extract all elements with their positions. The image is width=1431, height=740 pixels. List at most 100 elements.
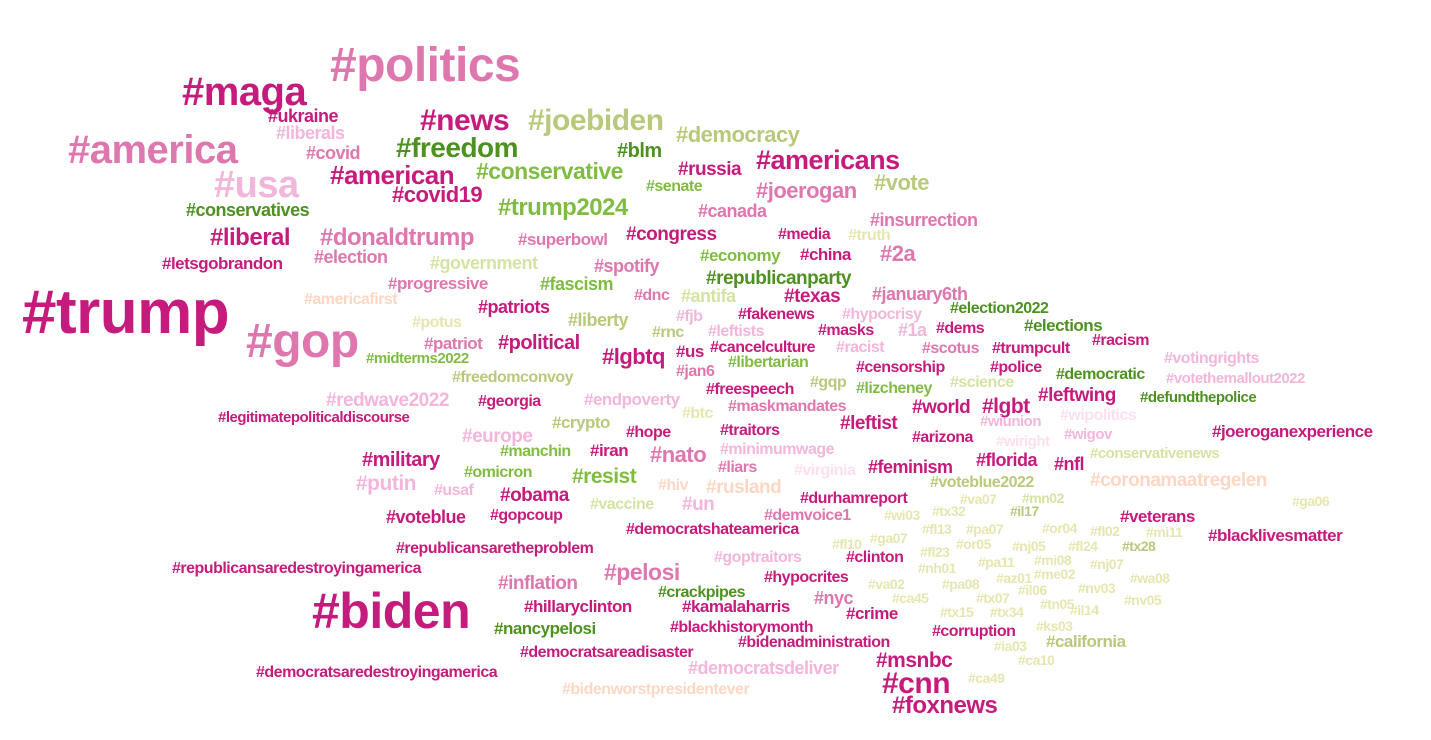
word-joebiden: #joebiden xyxy=(528,104,664,137)
word-russia: #russia xyxy=(678,159,742,180)
word-votethemallout2022: #votethemallout2022 xyxy=(1166,370,1305,387)
word-vote: #vote xyxy=(874,170,929,195)
word-political: #political xyxy=(498,332,580,354)
word-wa08: #wa08 xyxy=(1130,570,1170,586)
word-clinton: #clinton xyxy=(846,549,904,566)
word-antifa: #antifa xyxy=(681,286,736,306)
word-va07: #va07 xyxy=(960,491,997,507)
word-americans: #americans xyxy=(756,145,900,175)
word-nv05: #nv05 xyxy=(1124,592,1162,608)
word-liberty: #liberty xyxy=(568,310,629,330)
word-obama: #obama xyxy=(500,485,569,506)
word-crypto: #crypto xyxy=(552,413,610,432)
word-congress: #congress xyxy=(626,224,717,245)
word-lizcheney: #lizcheney xyxy=(856,380,932,397)
word-trump: #trump xyxy=(22,278,230,347)
word-lgbtq: #lgbtq xyxy=(602,344,666,369)
word-world: #world xyxy=(912,397,971,418)
word-fakenews: #fakenews xyxy=(738,306,815,323)
word-blacklivesmatter: #blacklivesmatter xyxy=(1208,526,1343,545)
word-georgia: #georgia xyxy=(478,393,541,410)
word-ia03: #ia03 xyxy=(994,638,1027,654)
word-government: #government xyxy=(430,253,538,273)
word-nancypelosi: #nancypelosi xyxy=(494,619,596,638)
word-nv03: #nv03 xyxy=(1078,580,1116,596)
word-va02: #va02 xyxy=(868,576,905,592)
word-china: #china xyxy=(800,245,851,264)
word-texas: #texas xyxy=(784,286,841,307)
word-hypocrites: #hypocrites xyxy=(764,569,849,586)
word-virginia: #virginia xyxy=(794,462,856,479)
word-economy: #economy xyxy=(700,246,781,265)
word-ca49: #ca49 xyxy=(968,670,1005,686)
word-traitors: #traitors xyxy=(720,422,780,439)
word-hiv: #hiv xyxy=(658,477,689,494)
word-liberals: #liberals xyxy=(276,123,345,143)
word-media: #media xyxy=(778,226,831,243)
word-conservative: #conservative xyxy=(476,158,623,184)
word-durhamreport: #durhamreport xyxy=(800,490,908,507)
word-omicron: #omicron xyxy=(464,464,533,481)
word-racist: #racist xyxy=(836,339,885,356)
word-nj05: #nj05 xyxy=(1012,538,1046,554)
word-covid19: #covid19 xyxy=(392,182,483,207)
word-wipolitics: #wipolitics xyxy=(1060,407,1137,424)
word-election: #election xyxy=(314,247,388,267)
word-ukraine: #ukraine xyxy=(268,106,339,126)
word-2a: #2a xyxy=(880,241,916,266)
word-pa08: #pa08 xyxy=(942,576,980,592)
word-or05: #or05 xyxy=(956,536,991,552)
word-iran: #iran xyxy=(590,441,629,460)
word-libertarian: #libertarian xyxy=(728,354,809,371)
word-politics: #politics xyxy=(330,39,521,92)
word-veterans: #veterans xyxy=(1120,507,1195,526)
word-usaf: #usaf xyxy=(434,482,474,499)
word-voteblue: #voteblue xyxy=(386,507,466,527)
word-inflation: #inflation xyxy=(498,573,578,594)
word-spotify: #spotify xyxy=(594,256,660,276)
word-goptraitors: #goptraitors xyxy=(714,549,802,566)
word-masks: #masks xyxy=(818,322,874,339)
word-usa: #usa xyxy=(214,164,299,206)
word-january6th: #january6th xyxy=(872,284,968,304)
word-ca10: #ca10 xyxy=(1018,652,1055,668)
word-pelosi: #pelosi xyxy=(604,559,680,585)
word-us: #us xyxy=(676,342,704,361)
word-fl02: #fl02 xyxy=(1090,523,1120,539)
word-democratsaredestroyingamerica: #democratsaredestroyingamerica xyxy=(256,664,498,681)
word-racism: #racism xyxy=(1092,332,1150,349)
word-1a: #1a xyxy=(898,320,927,340)
word-fl10: #fl10 xyxy=(832,536,862,552)
word-mn02: #mn02 xyxy=(1022,490,1064,506)
word-freespeech: #freespeech xyxy=(706,381,794,398)
word-liberal: #liberal xyxy=(210,224,291,251)
word-nh01: #nh01 xyxy=(918,560,956,576)
word-fascism: #fascism xyxy=(540,274,614,294)
word-fjb: #fjb xyxy=(676,308,703,325)
word-leftwing: #leftwing xyxy=(1038,385,1116,406)
word-bidenadministration: #bidenadministration xyxy=(738,634,890,651)
word-elections: #elections xyxy=(1024,316,1103,335)
word-il06: #il06 xyxy=(1018,582,1047,598)
word-nj07: #nj07 xyxy=(1090,556,1124,572)
word-hypocrisy: #hypocrisy xyxy=(842,306,922,323)
word-liars: #liars xyxy=(718,459,757,476)
word-mi11: #mi11 xyxy=(1146,524,1183,540)
word-censorship: #censorship xyxy=(856,359,945,376)
word-gopcoup: #gopcoup xyxy=(490,507,563,524)
word-california: #california xyxy=(1046,632,1126,651)
word-truth: #truth xyxy=(848,227,891,244)
word-maskmandates: #maskmandates xyxy=(728,398,847,415)
word-foxnews: #foxnews xyxy=(892,692,998,719)
word-rusland: #rusland xyxy=(706,477,782,498)
word-ga06: #ga06 xyxy=(1292,493,1330,509)
word-crackpipes: #crackpipes xyxy=(658,584,746,601)
word-mi08: #mi08 xyxy=(1034,552,1072,568)
word-republicansaredestroyingamerica: #republicansaredestroyingamerica xyxy=(172,560,422,577)
word-florida: #florida xyxy=(976,450,1038,470)
word-trumpcult: #trumpcult xyxy=(992,340,1070,357)
word-republicanparty: #republicanparty xyxy=(706,268,852,289)
word-ca45: #ca45 xyxy=(892,590,929,606)
word-manchin: #manchin xyxy=(500,443,571,460)
word-tx28: #tx28 xyxy=(1122,538,1156,554)
